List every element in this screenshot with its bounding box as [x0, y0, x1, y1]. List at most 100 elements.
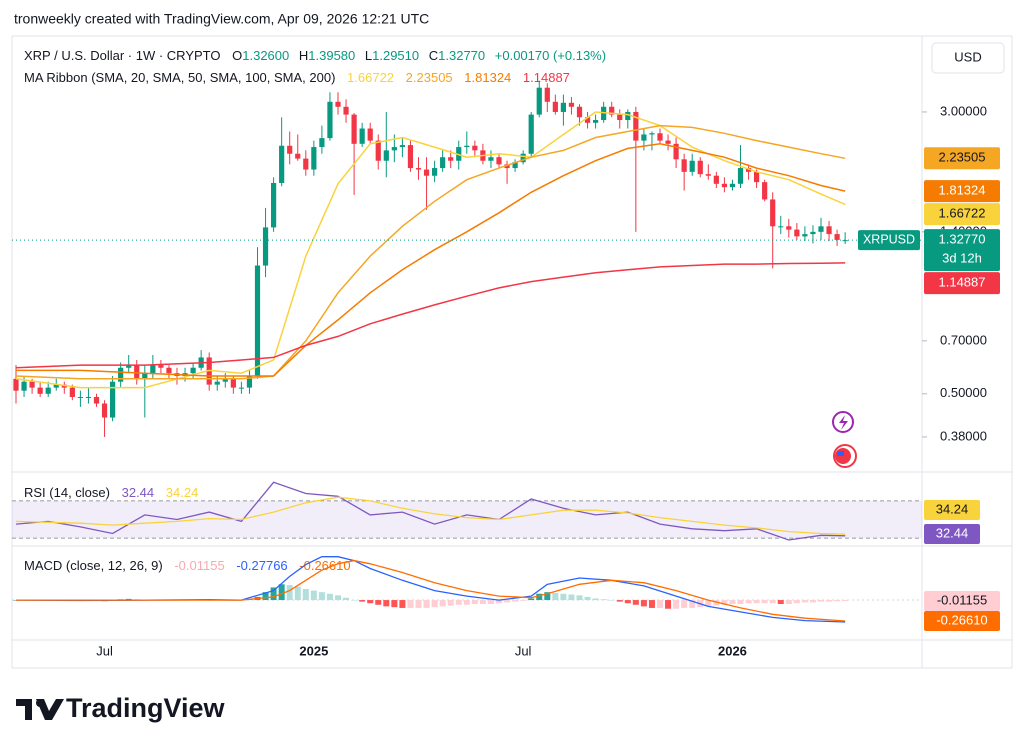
candle-body [190, 367, 196, 374]
macd-histogram-bar [455, 600, 462, 605]
macd-histogram-bar [560, 593, 567, 601]
change: +0.00170 (+0.13%) [495, 48, 606, 63]
ohlc-value: 1.29510 [372, 48, 419, 63]
ma-tag: 1.14887 [939, 275, 986, 290]
candle-body [593, 120, 599, 123]
macd-histogram-bar [520, 600, 527, 601]
candle-body [110, 381, 116, 418]
macd-histogram-bar [487, 600, 494, 604]
macd-histogram-bar [826, 600, 833, 602]
macd-histogram-bar [753, 600, 760, 604]
macd-histogram-bar [262, 592, 269, 601]
candle-body [142, 373, 148, 379]
candle-body [520, 153, 526, 163]
candle-body [254, 265, 261, 376]
candle-body [93, 396, 100, 404]
macd-histogram-bar [657, 600, 663, 608]
candle-body [842, 240, 848, 242]
currency-button-box[interactable] [931, 42, 1005, 74]
ohlc-key: H [299, 48, 308, 63]
candle-body [287, 145, 293, 154]
macd-histogram-bar [302, 589, 309, 601]
y-tick-label: 3.00000 [940, 103, 987, 118]
ohlc-key: L [365, 48, 372, 63]
events-icon-canton[interactable] [837, 451, 844, 456]
macd-histogram-bar [842, 600, 849, 601]
rsi-tag: 32.44 [936, 525, 969, 540]
candle-body [762, 182, 768, 200]
macd-histogram-bar [479, 600, 486, 604]
macd-histogram-bar [801, 600, 808, 603]
macd-histogram-bar [415, 600, 422, 608]
ohlc-key: C [429, 48, 438, 63]
logo-text: TradingView [66, 693, 226, 723]
candle-body [279, 145, 285, 183]
candle-body [69, 387, 75, 397]
macd-histogram-bar [737, 600, 744, 604]
candle-body [327, 101, 333, 139]
macd-histogram-bar [705, 600, 712, 607]
alert-icon-bolt[interactable] [839, 415, 848, 430]
macd-histogram-bar [367, 600, 374, 604]
candle-body [697, 160, 703, 175]
candle-body [810, 231, 816, 235]
macd-signal-tag: -0.26610 [936, 612, 987, 627]
macd-histogram-bar [504, 600, 511, 603]
candle-body [359, 128, 365, 144]
rsi-tag-box [924, 524, 980, 544]
macd-histogram-bar [552, 592, 559, 601]
candle-body [45, 387, 51, 394]
alert-icon[interactable] [832, 411, 854, 433]
macd-histogram-bar [431, 600, 438, 608]
candle-body [77, 396, 83, 398]
candle-body [464, 145, 470, 148]
price-tag: 1.32770 [939, 232, 986, 247]
macd-histogram-bar [632, 600, 639, 605]
candle-body [383, 150, 389, 161]
candle-body [150, 365, 156, 374]
candle-body [560, 102, 566, 112]
candle-body [745, 168, 752, 172]
candle-body [367, 128, 373, 141]
rsi-line [15, 481, 846, 541]
macd-histogram-bar [544, 592, 551, 601]
x-tick-label: Jul [515, 643, 532, 658]
candle-body [504, 164, 510, 169]
macd-signal-value: -0.26610 [299, 558, 350, 573]
ma-tag: 1.81324 [939, 183, 986, 198]
candle-body [415, 168, 422, 170]
x-tick-label: Jul [96, 643, 113, 658]
macd-histogram-bar [399, 600, 406, 608]
candle-body [705, 174, 711, 176]
macd-histogram-bar [536, 593, 543, 601]
events-icon[interactable] [833, 444, 857, 468]
x-tick-label: 2026 [718, 643, 747, 658]
macd-histogram-bar [809, 600, 816, 603]
macd-histogram-bar [777, 600, 784, 604]
candle-body [214, 381, 220, 385]
candle-body [721, 183, 727, 188]
macd-histogram-bar [471, 600, 478, 604]
rsi-line [15, 496, 846, 535]
price-countdown: 3d 12h [942, 251, 982, 266]
ma-tag: 2.23505 [939, 150, 986, 165]
currency-label[interactable]: USD [954, 49, 981, 64]
candle-body [576, 106, 583, 118]
macd-histogram-bar [769, 600, 776, 604]
macd-histogram-bar [681, 600, 688, 608]
ma-tag-box [924, 203, 1000, 226]
currency-button[interactable]: USD [931, 42, 1005, 74]
logo: TradingView [16, 693, 226, 723]
ohlc-value: 1.32600 [242, 48, 289, 63]
candle-body [126, 365, 132, 368]
candle-body [13, 378, 19, 391]
candle-body [21, 381, 27, 391]
candle-body [818, 226, 824, 232]
candle-body [778, 226, 784, 228]
candle-body [641, 134, 647, 141]
candle-body [262, 227, 269, 266]
ma-value: 1.14887 [523, 70, 570, 85]
macd-histogram-bar [721, 600, 728, 605]
macd-histogram-bar [785, 600, 792, 604]
logo-mark [16, 699, 64, 720]
